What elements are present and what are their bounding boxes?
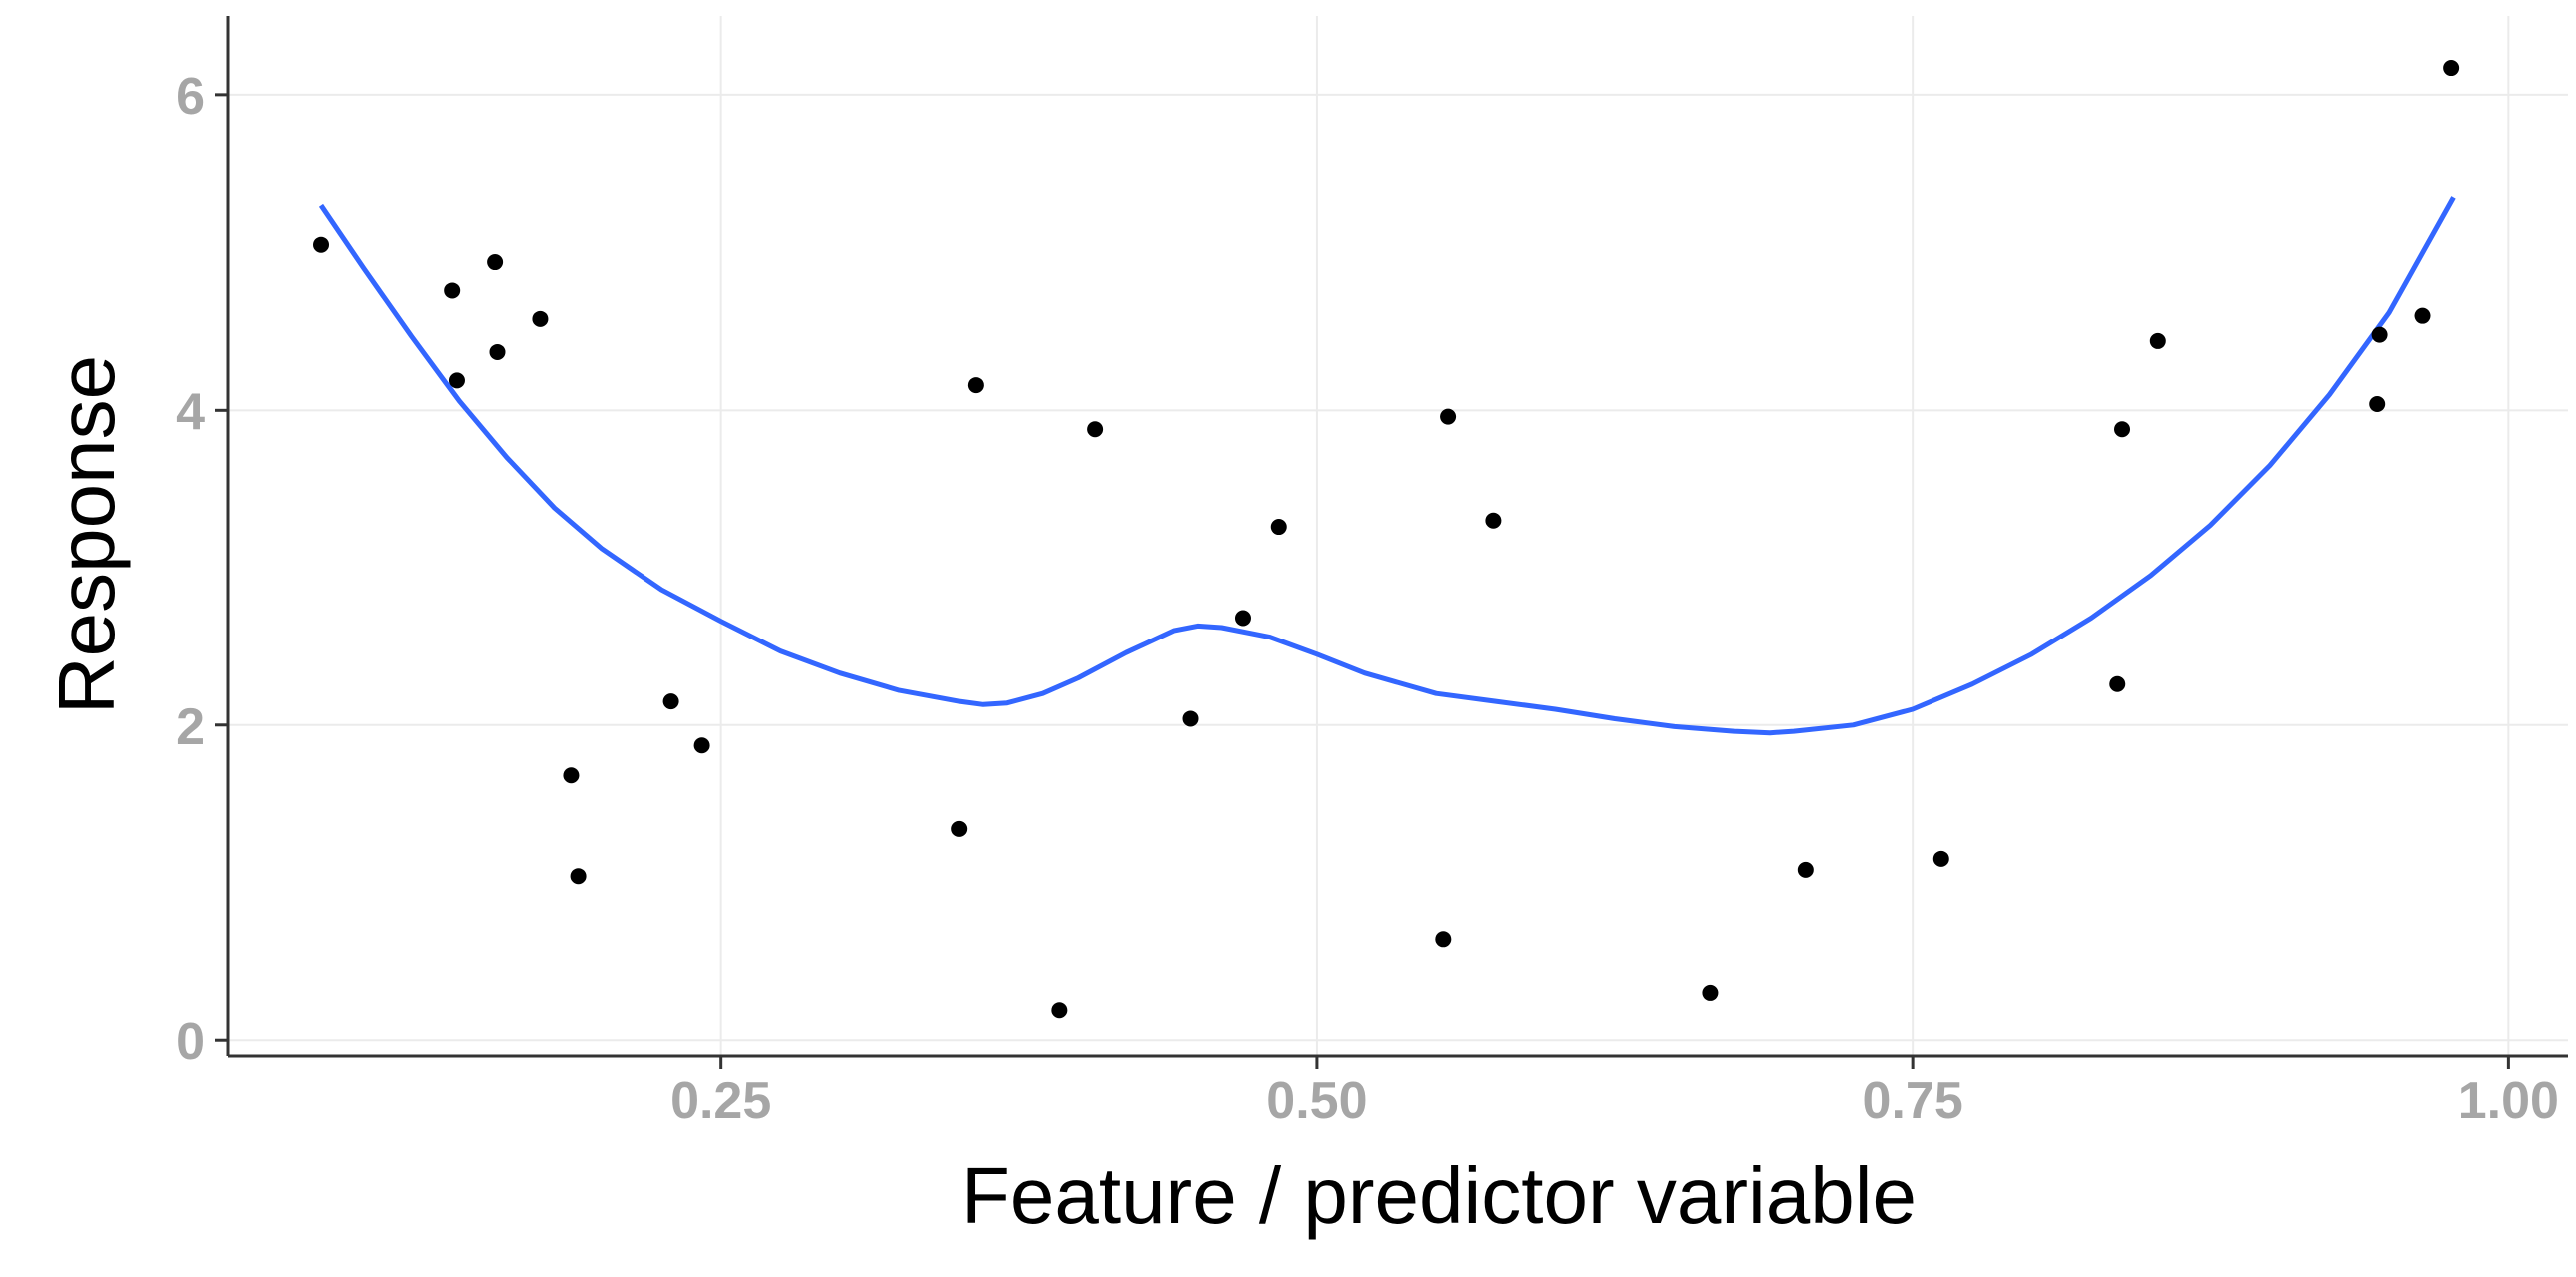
y-tick-label: 4 bbox=[176, 383, 205, 441]
data-point bbox=[1435, 931, 1452, 948]
x-tick-label: 1.00 bbox=[2458, 1072, 2559, 1130]
data-point bbox=[563, 767, 580, 784]
data-point bbox=[1932, 850, 1949, 867]
axes bbox=[215, 16, 2568, 1069]
data-point bbox=[489, 343, 506, 360]
data-point bbox=[1702, 984, 1719, 1001]
data-point bbox=[662, 693, 679, 710]
data-point bbox=[2109, 675, 2126, 692]
x-axis-title: Feature / predictor variable bbox=[961, 1151, 1917, 1240]
data-point bbox=[1234, 610, 1251, 627]
data-point bbox=[2369, 396, 2386, 413]
data-point bbox=[1270, 519, 1287, 536]
data-point bbox=[570, 868, 587, 885]
smooth-layer bbox=[318, 196, 2456, 736]
data-point bbox=[1087, 421, 1104, 438]
data-point bbox=[1485, 512, 1502, 529]
smooth-line bbox=[318, 196, 2456, 736]
tick-labels: 0.25 0.50 0.75 1.00 0 2 4 6 bbox=[176, 68, 2559, 1130]
y-tick-label: 2 bbox=[176, 698, 205, 756]
data-point bbox=[2414, 307, 2431, 324]
y-axis-title: Response bbox=[42, 355, 131, 714]
data-point bbox=[1182, 710, 1199, 727]
data-point bbox=[487, 254, 504, 271]
data-point bbox=[2443, 60, 2460, 77]
points-layer bbox=[313, 60, 2460, 1019]
data-point bbox=[313, 236, 330, 253]
data-point bbox=[444, 282, 461, 299]
x-tick-label: 0.75 bbox=[1863, 1072, 1963, 1130]
data-point bbox=[951, 820, 968, 837]
data-point bbox=[967, 377, 984, 394]
grid bbox=[228, 16, 2568, 1056]
data-point bbox=[1440, 408, 1457, 425]
data-point bbox=[2114, 421, 2131, 438]
x-tick-label: 0.50 bbox=[1266, 1072, 1367, 1130]
y-tick-label: 0 bbox=[176, 1013, 205, 1071]
data-point bbox=[1051, 1002, 1068, 1019]
x-tick-label: 0.25 bbox=[670, 1072, 771, 1130]
data-point bbox=[532, 310, 549, 327]
data-point bbox=[2371, 326, 2388, 343]
data-point bbox=[1797, 861, 1814, 878]
y-tick-label: 6 bbox=[176, 68, 205, 126]
data-point bbox=[693, 737, 710, 754]
data-point bbox=[448, 372, 465, 389]
data-point bbox=[2149, 332, 2166, 349]
